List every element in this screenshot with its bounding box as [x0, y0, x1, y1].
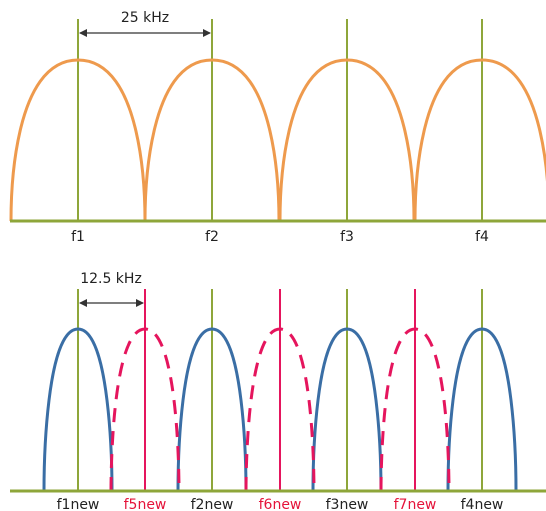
- bottom-channel-label-f3new: f3new: [326, 497, 369, 511]
- bottom-diagram: 12.5 kHz f1new f5new f2new f6new f3new f…: [10, 271, 546, 511]
- bottom-lobe-f3new: [311, 327, 383, 492]
- bottom-spacing-label: 12.5 kHz: [80, 271, 142, 287]
- top-channel-label-f2: f2: [205, 229, 219, 245]
- top-channel-label-f4: f4: [475, 229, 489, 245]
- top-channel-label-f1: f1: [71, 229, 85, 245]
- bottom-center-lines: [77, 289, 483, 491]
- top-diagram: 25 kHz f1 f2 f3 f4: [9, 10, 546, 245]
- top-lobe-f1: [9, 58, 147, 222]
- top-lobe-f3: [278, 58, 416, 222]
- bottom-lobe-f2new: [176, 327, 248, 492]
- bottom-channel-label-f5new: f5new: [124, 497, 167, 511]
- bottom-new-lobes: [109, 327, 451, 492]
- top-lobe-f2: [143, 58, 281, 222]
- bottom-existing-lobes: [42, 327, 518, 492]
- bottom-channel-label-f4new: f4new: [461, 497, 504, 511]
- bottom-lobe-f1new: [42, 327, 114, 492]
- bottom-channel-label-f2new: f2new: [191, 497, 234, 511]
- bottom-channel-label-f6new: f6new: [259, 497, 302, 511]
- top-center-lines: [77, 19, 483, 221]
- bottom-lobe-f7new: [379, 327, 451, 492]
- bottom-lobe-f6new: [244, 327, 316, 492]
- top-spacing-label: 25 kHz: [121, 10, 169, 26]
- bottom-channel-label-f1new: f1new: [57, 497, 100, 511]
- top-channel-label-f3: f3: [340, 229, 354, 245]
- bottom-lobe-f5new: [109, 327, 181, 492]
- top-lobe-f4: [413, 58, 546, 222]
- top-spectrum-lobes: [9, 58, 546, 222]
- bottom-lobe-f4new: [446, 327, 518, 492]
- bottom-channel-label-f7new: f7new: [394, 497, 437, 511]
